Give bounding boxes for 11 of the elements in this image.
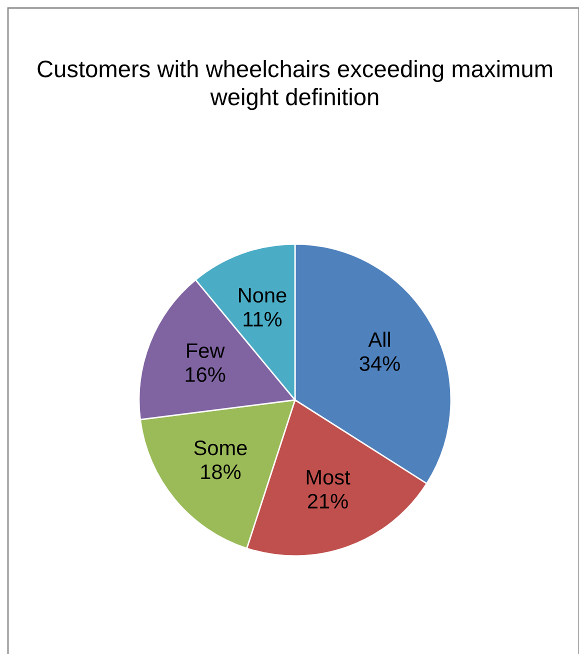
data-label: 18%	[201, 464, 241, 480]
slice-label: None	[239, 288, 286, 303]
slice-label: Some	[194, 440, 247, 456]
slice-label: Few	[187, 343, 225, 358]
data-label: 21%	[308, 494, 348, 508]
slice-label: Most	[306, 470, 350, 485]
data-label: 11%	[244, 312, 282, 326]
data-label: 34%	[360, 356, 400, 371]
data-label: 16%	[186, 367, 226, 382]
chart-title: Customers with wheelchairs exceeding maximum weight definition	[38, 60, 552, 110]
slice-label: All	[368, 332, 390, 347]
